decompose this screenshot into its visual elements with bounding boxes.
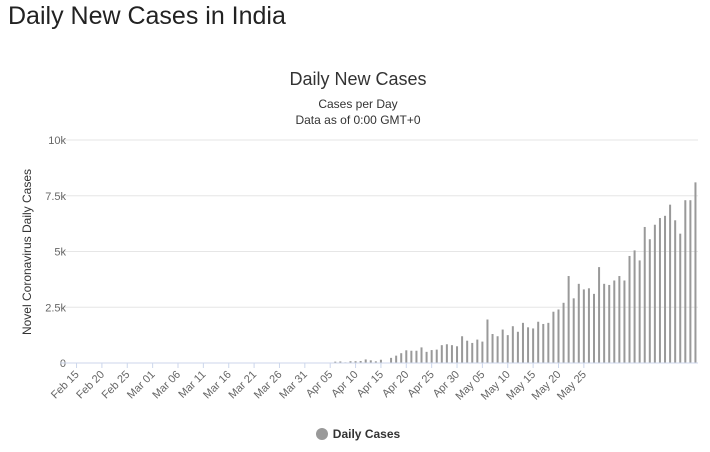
bar[interactable] — [587, 288, 590, 363]
bar[interactable] — [613, 280, 616, 363]
bar[interactable] — [653, 224, 656, 363]
bar[interactable] — [445, 344, 448, 363]
bar[interactable] — [491, 334, 494, 363]
bar[interactable] — [364, 359, 367, 363]
bar[interactable] — [593, 293, 595, 363]
legend-label: Daily Cases — [332, 427, 401, 441]
bar-series — [334, 182, 697, 363]
x-tick-label: Mar 31 — [277, 369, 310, 402]
page-heading: Daily New Cases in India — [8, 2, 286, 30]
bar[interactable] — [527, 327, 530, 363]
bar[interactable] — [664, 215, 667, 363]
bar[interactable] — [603, 283, 606, 363]
chart-title: Daily New Cases — [289, 69, 427, 89]
bar[interactable] — [496, 336, 499, 363]
y-tick-label: 5k — [54, 247, 66, 259]
y-tick-label: 7.5k — [45, 191, 66, 203]
y-axis-ticks: 0 2.5k 5k 7.5k 10k — [45, 135, 66, 370]
x-tick-label: Apr 15 — [355, 369, 386, 400]
bar[interactable] — [532, 328, 535, 363]
bar[interactable] — [537, 321, 540, 363]
bar[interactable] — [466, 340, 469, 363]
bar[interactable] — [552, 311, 555, 363]
bar[interactable] — [562, 302, 565, 363]
bar[interactable] — [521, 322, 524, 363]
bar[interactable] — [557, 309, 560, 363]
y-tick-label: 2.5k — [45, 302, 66, 314]
bar[interactable] — [405, 350, 408, 363]
legend-symbol — [315, 428, 328, 440]
bar[interactable] — [471, 342, 474, 363]
x-tick-label: Mar 06 — [150, 369, 183, 402]
bar[interactable] — [374, 361, 377, 363]
bar[interactable] — [379, 359, 382, 363]
bar[interactable] — [440, 345, 443, 363]
bar[interactable] — [658, 218, 661, 363]
bar[interactable] — [506, 335, 509, 363]
bar[interactable] — [456, 346, 459, 363]
y-tick-label: 10k — [48, 135, 66, 147]
bar[interactable] — [339, 361, 342, 363]
bar[interactable] — [618, 276, 621, 363]
bar[interactable] — [643, 226, 646, 363]
x-tick-label: Apr 25 — [405, 369, 436, 400]
bar[interactable] — [516, 331, 519, 363]
bar[interactable] — [425, 351, 428, 363]
bar[interactable] — [410, 350, 413, 363]
bar[interactable] — [349, 361, 352, 363]
bar[interactable] — [400, 353, 403, 363]
bar[interactable] — [638, 260, 641, 363]
bar[interactable] — [359, 360, 362, 363]
x-tick-label: Apr 10 — [329, 369, 360, 400]
bar[interactable] — [390, 357, 393, 363]
bar[interactable] — [679, 233, 682, 363]
bar[interactable] — [572, 298, 575, 363]
bar[interactable] — [628, 255, 631, 363]
bar[interactable] — [674, 220, 677, 363]
bar[interactable] — [598, 267, 601, 363]
bar[interactable] — [435, 349, 438, 363]
y-axis-label: Novel Coronavirus Daily Cases — [20, 169, 34, 335]
bar[interactable] — [415, 350, 418, 363]
bar[interactable] — [511, 326, 514, 363]
bar[interactable] — [334, 361, 337, 363]
bar[interactable] — [420, 347, 423, 363]
bar[interactable] — [430, 350, 433, 363]
bar[interactable] — [476, 339, 479, 363]
bar[interactable] — [694, 182, 697, 363]
bar[interactable] — [648, 239, 651, 363]
chart-subtitle-line-2: Data as of 0:00 GMT+0 — [295, 113, 421, 127]
bar[interactable] — [567, 276, 570, 363]
y-tick-label: 0 — [60, 358, 66, 370]
bar[interactable] — [623, 280, 626, 363]
bar[interactable] — [547, 322, 550, 363]
bar[interactable] — [684, 200, 687, 363]
bar[interactable] — [542, 323, 545, 363]
x-tick-label: Apr 05 — [304, 369, 335, 400]
bar[interactable] — [501, 329, 504, 363]
bar[interactable] — [633, 250, 636, 363]
bar[interactable] — [461, 336, 464, 363]
bar[interactable] — [669, 204, 672, 363]
chart-subtitle-line-1: Cases per Day — [318, 97, 398, 111]
bar[interactable] — [369, 360, 372, 363]
bar[interactable] — [608, 284, 611, 363]
bar[interactable] — [395, 355, 398, 363]
gridlines — [60, 139, 698, 308]
bar[interactable] — [689, 200, 692, 363]
bar[interactable] — [582, 289, 585, 363]
bar[interactable] — [481, 341, 484, 363]
bar[interactable] — [354, 361, 357, 363]
bar[interactable] — [450, 345, 453, 363]
bar[interactable] — [577, 283, 580, 363]
bar[interactable] — [486, 319, 489, 363]
x-tick-label: Apr 20 — [380, 369, 411, 400]
legend-item-daily-cases[interactable]: Daily Cases — [0, 427, 710, 441]
